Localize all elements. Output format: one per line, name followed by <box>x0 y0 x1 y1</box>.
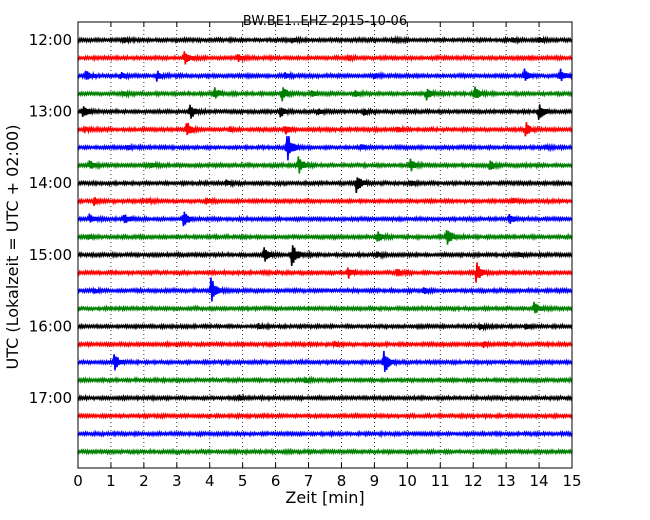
trace-1500 <box>77 245 573 267</box>
trace-1730 <box>77 429 573 439</box>
trace-1645 <box>77 375 573 385</box>
trace-group <box>77 35 573 456</box>
x-tick-label: 5 <box>238 472 248 490</box>
trace-1230 <box>77 68 573 82</box>
trace-1330 <box>77 136 573 161</box>
y-tick-label: 14:00 <box>29 174 72 192</box>
trace-1515 <box>77 262 573 283</box>
y-tick-label: 13:00 <box>29 103 72 121</box>
x-tick-label: 0 <box>73 472 83 490</box>
x-tick-label: 10 <box>398 472 417 490</box>
x-tick-label: 2 <box>139 472 149 490</box>
trace-1430 <box>77 211 573 227</box>
trace-1615 <box>77 339 573 350</box>
trace-1445 <box>77 230 573 245</box>
x-tick-label: 3 <box>172 472 182 490</box>
x-tick-label: 6 <box>271 472 281 490</box>
trace-1715 <box>77 411 573 421</box>
trace-1530 <box>77 277 573 302</box>
x-axis-label: Zeit [min] <box>285 488 364 507</box>
x-tick-label: 11 <box>431 472 450 490</box>
trace-1415 <box>77 195 573 207</box>
trace-1315 <box>77 122 573 137</box>
y-axis-label: UTC (Lokalzeit = UTC + 02:00) <box>3 125 22 370</box>
trace-1400 <box>77 177 573 194</box>
trace-1215 <box>77 51 573 65</box>
plot-frame <box>77 21 573 469</box>
trace-1345 <box>77 156 573 174</box>
trace-1545 <box>77 301 573 314</box>
y-tick-label: 17:00 <box>29 389 72 407</box>
trace-1200 <box>77 35 573 45</box>
x-tick-label: 1 <box>106 472 116 490</box>
trace-1745 <box>77 447 573 456</box>
x-tick-label: 4 <box>205 472 215 490</box>
x-ticks: 0 1 2 3 4 5 6 7 8 9 10 11 12 13 14 15 <box>73 22 582 490</box>
y-ticks: 12:00 13:00 14:00 15:00 16:00 17:00 <box>29 31 572 407</box>
x-tick-label: 7 <box>304 472 314 490</box>
x-tick-label: 9 <box>370 472 380 490</box>
y-tick-label: 16:00 <box>29 317 72 335</box>
trace-1300 <box>77 104 573 120</box>
y-tick-label: 15:00 <box>29 246 72 264</box>
x-tick-label: 14 <box>530 472 549 490</box>
trace-1700 <box>77 393 573 403</box>
y-tick-label: 12:00 <box>29 31 72 49</box>
trace-1630 <box>77 350 573 372</box>
x-tick-label: 15 <box>562 472 581 490</box>
x-tick-label: 13 <box>497 472 516 490</box>
x-tick-label: 8 <box>337 472 347 490</box>
x-tick-label: 12 <box>464 472 483 490</box>
trace-1600 <box>77 321 573 332</box>
trace-1245 <box>77 86 573 102</box>
